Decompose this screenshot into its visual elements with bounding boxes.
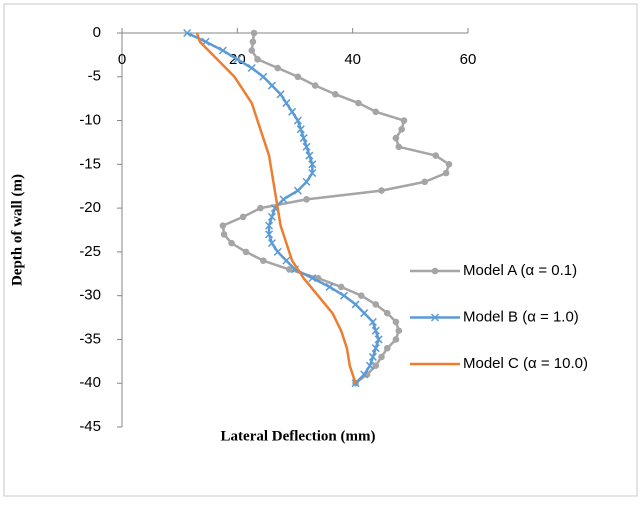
point <box>294 73 302 81</box>
point <box>239 213 247 221</box>
point <box>305 151 314 160</box>
point <box>242 248 250 256</box>
point <box>303 196 310 203</box>
point <box>259 72 268 81</box>
point <box>398 126 405 133</box>
point <box>233 55 242 64</box>
point <box>378 353 385 361</box>
point <box>279 195 288 204</box>
point <box>421 178 429 186</box>
point <box>400 117 408 124</box>
y-tick-label: 0 <box>93 24 101 41</box>
point <box>371 344 380 353</box>
point <box>299 134 308 143</box>
point <box>282 99 291 108</box>
point <box>308 169 317 178</box>
y-tick-label: -15 <box>79 155 101 172</box>
point <box>395 143 403 151</box>
point <box>302 177 311 186</box>
point <box>267 239 276 248</box>
y-tick-label: -30 <box>79 287 101 304</box>
point <box>365 361 374 370</box>
legend-marker <box>431 267 439 275</box>
point <box>372 108 380 116</box>
y-axis-title: Depth of wall (m) <box>9 174 25 286</box>
point <box>383 309 391 317</box>
point <box>337 283 345 291</box>
point <box>296 125 305 134</box>
point <box>267 212 276 221</box>
point <box>183 28 192 38</box>
legend-label: Model B (α = 1.0) <box>463 308 579 325</box>
point <box>392 134 400 142</box>
point <box>274 64 282 72</box>
point <box>355 99 362 107</box>
x-tick-label: 60 <box>460 51 477 68</box>
point <box>392 318 400 326</box>
y-tick-label: -5 <box>88 68 101 85</box>
point <box>254 55 261 63</box>
point <box>293 186 302 195</box>
legend-label: Model A (α = 0.1) <box>463 262 577 279</box>
point <box>248 47 256 54</box>
point <box>392 336 400 343</box>
point <box>378 187 385 194</box>
series-line <box>195 32 357 384</box>
point <box>308 160 317 169</box>
point <box>228 239 235 247</box>
point <box>395 327 403 334</box>
point <box>360 370 369 379</box>
x-tick-label: 40 <box>344 51 361 68</box>
point <box>371 326 380 335</box>
legend-marker <box>430 313 440 322</box>
point <box>383 344 391 352</box>
chart-border <box>3 3 638 497</box>
point <box>308 274 317 283</box>
point <box>219 222 227 229</box>
point <box>432 152 440 159</box>
point <box>273 247 282 256</box>
point <box>267 81 276 90</box>
y-tick-label: -45 <box>79 418 101 435</box>
point <box>249 38 257 46</box>
y-tick-label: -40 <box>79 374 101 391</box>
point <box>250 29 258 37</box>
y-tick-label: -20 <box>79 199 101 216</box>
point <box>360 309 369 318</box>
point <box>372 362 380 370</box>
point <box>368 317 377 326</box>
point <box>339 291 349 300</box>
point <box>325 282 334 291</box>
x-tick-label: 0 <box>118 51 126 68</box>
point <box>265 221 274 230</box>
point <box>282 256 291 265</box>
y-tick-label: -25 <box>79 243 101 260</box>
point <box>442 169 450 177</box>
point <box>276 90 285 99</box>
point <box>285 266 293 273</box>
point <box>311 82 319 89</box>
y-tick-label: -10 <box>79 112 101 129</box>
point <box>293 116 302 125</box>
point <box>351 300 360 309</box>
point <box>302 142 311 151</box>
point <box>257 204 264 212</box>
point <box>445 161 453 168</box>
point <box>358 292 365 299</box>
point <box>368 352 377 361</box>
point <box>218 46 227 55</box>
point <box>265 230 274 239</box>
legend-label: Model C (α = 10.0) <box>463 355 588 372</box>
point <box>259 257 267 264</box>
point <box>332 90 339 98</box>
point <box>372 301 380 308</box>
point <box>288 107 297 116</box>
point <box>247 63 256 73</box>
y-tick-label: -35 <box>79 330 101 347</box>
point <box>374 335 383 344</box>
x-axis-title: Lateral Deflection (mm) <box>221 428 376 444</box>
point <box>220 231 228 238</box>
